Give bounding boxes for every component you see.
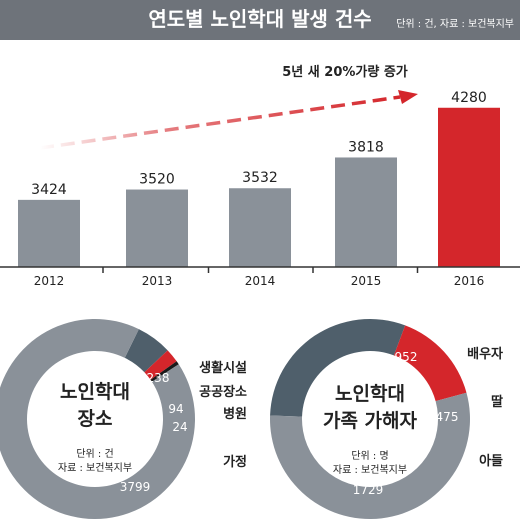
trend-arrow-head	[398, 90, 418, 104]
x-tick-label-2013: 2013	[142, 274, 173, 288]
donut1-slice-2	[150, 361, 179, 382]
header-bar: 연도별 노인학대 발생 건수 단위 : 건, 자료 : 보건복지부	[0, 0, 520, 40]
donut2-slice-2	[270, 392, 470, 519]
donut2-category-label-2: 아들	[479, 453, 503, 469]
donut1-category-label-3: 가정	[223, 454, 247, 470]
donut2-slice-0	[270, 319, 406, 417]
x-tick-label-2012: 2012	[34, 274, 65, 288]
x-tick-label-2015: 2015	[351, 274, 382, 288]
donut1-category-label-0: 생활시설	[199, 360, 247, 376]
donut2-value-label-2: 1729	[353, 483, 384, 497]
bar-value-label-2015: 3818	[348, 139, 384, 155]
donut1-slice-1	[144, 350, 177, 380]
donut1-title-line-1: 장소	[78, 408, 113, 430]
donut1-value-label-2: 24	[172, 420, 187, 434]
donut2-value-label-1: 475	[436, 410, 459, 424]
donut1-category-label-2: 병원	[223, 406, 247, 422]
bar-2012	[18, 199, 80, 267]
bar-2014	[229, 188, 291, 267]
donut2-title-line-1: 가족 가해자	[323, 410, 418, 432]
donut1-source: 자료 : 보건복지부	[58, 462, 132, 474]
donut1-title-line-0: 노인학대	[60, 381, 130, 403]
bar-value-label-2014: 3532	[242, 170, 278, 186]
bar-2013	[126, 189, 188, 267]
donut1-slice-3	[0, 319, 195, 519]
donut2-source: 자료 : 보건복지부	[333, 464, 407, 476]
donut2-category-label-0: 배우자	[467, 346, 503, 362]
donut1-unit: 단위 : 건	[76, 447, 113, 460]
x-tick-label-2014: 2014	[245, 274, 276, 288]
donut2-title-line-0: 노인학대	[335, 383, 405, 405]
bar-value-label-2016: 4280	[451, 90, 487, 106]
donut1-category-label-1: 공공장소	[199, 384, 247, 400]
bar-2015	[335, 157, 397, 267]
bar-2016	[438, 107, 500, 267]
donut1-value-label-1: 94	[168, 402, 183, 416]
x-tick-label-2016: 2016	[454, 274, 485, 288]
donut1-slice-0	[124, 329, 168, 373]
source-note: 단위 : 건, 자료 : 보건복지부	[396, 19, 514, 30]
donut2-value-label-0: 952	[395, 350, 418, 364]
donut2-category-label-1: 딸	[491, 395, 503, 410]
trend-arrow-line	[39, 95, 401, 150]
page-title: 연도별 노인학대 발생 건수	[148, 7, 372, 31]
trend-annotation: 5년 새 20%가량 증가	[282, 64, 408, 80]
donut1-value-label-0: 238	[147, 371, 170, 385]
donut1-value-label-3: 3799	[120, 480, 151, 494]
donut2-unit: 단위 : 명	[351, 449, 388, 462]
bar-value-label-2012: 3424	[31, 182, 67, 198]
donut2-slice-1	[393, 325, 467, 402]
bar-value-label-2013: 3520	[139, 172, 175, 188]
